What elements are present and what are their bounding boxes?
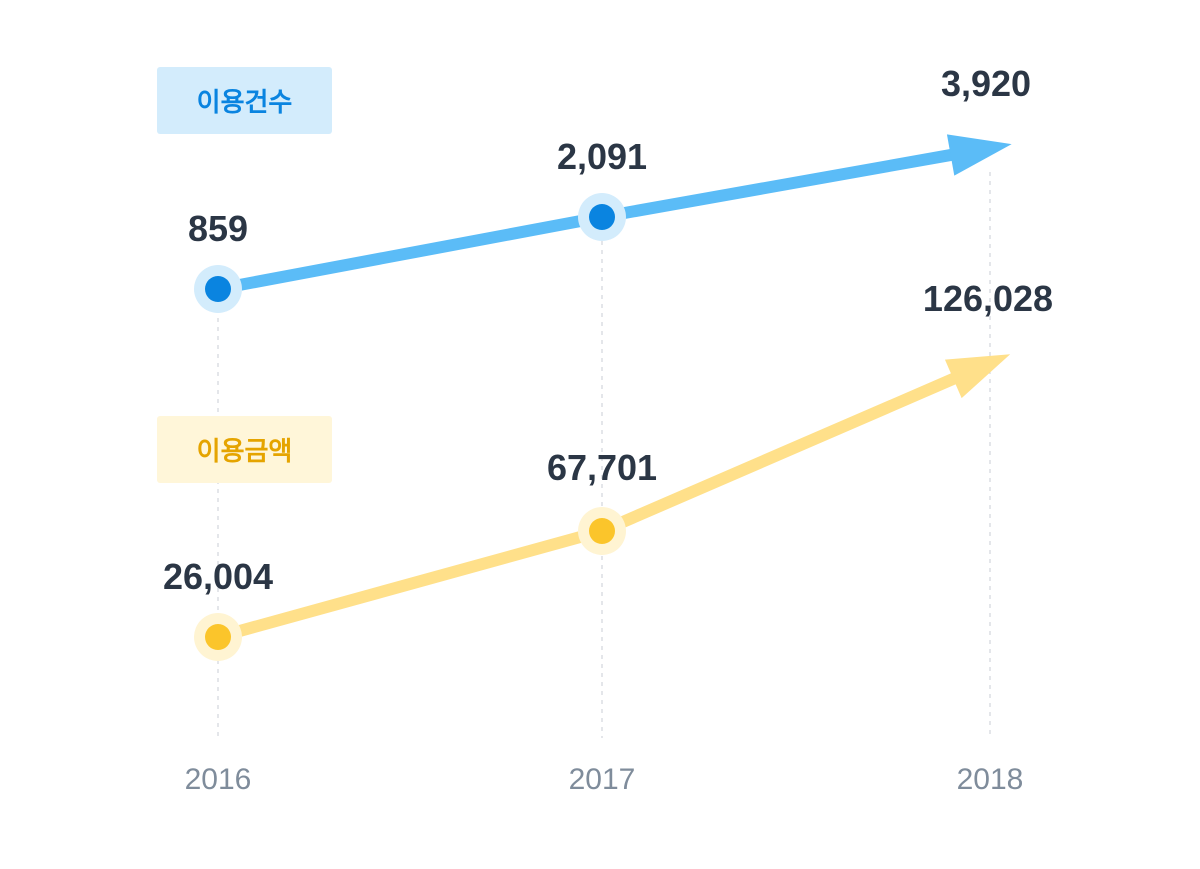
arrow-head xyxy=(944,354,1011,399)
series-count: 859 2,091 3,920 xyxy=(188,63,1031,313)
vertical-gridlines xyxy=(217,172,991,738)
point-2017 xyxy=(589,204,615,230)
point-2017 xyxy=(589,518,615,544)
series-amount: 26,004 67,701 126,028 xyxy=(163,278,1053,661)
badge-amount: 이용금액 xyxy=(157,416,332,483)
value-label-2017: 67,701 xyxy=(547,447,657,488)
badge-count: 이용건수 xyxy=(157,67,332,134)
arrow-head xyxy=(946,134,1012,176)
value-label-2016: 859 xyxy=(188,208,248,249)
badge-background xyxy=(157,416,332,483)
value-label-2017: 2,091 xyxy=(557,136,647,177)
tick-label-2016: 2016 xyxy=(185,763,252,796)
value-label-2018: 3,920 xyxy=(941,63,1031,104)
series-layer: 859 2,091 3,920 26,004 67,701 126,028 xyxy=(163,63,1053,661)
tick-label-2017: 2017 xyxy=(569,763,636,796)
badge-label: 이용금액 xyxy=(197,437,293,467)
value-label-2018: 126,028 xyxy=(923,278,1053,319)
badge-background xyxy=(157,67,332,134)
badge-label: 이용건수 xyxy=(197,88,293,118)
value-label-2016: 26,004 xyxy=(163,556,273,597)
tick-label-2018: 2018 xyxy=(957,763,1024,796)
point-2016 xyxy=(205,624,231,650)
point-2016 xyxy=(205,276,231,302)
x-axis-ticks: 2016 2017 2018 xyxy=(185,763,1024,796)
